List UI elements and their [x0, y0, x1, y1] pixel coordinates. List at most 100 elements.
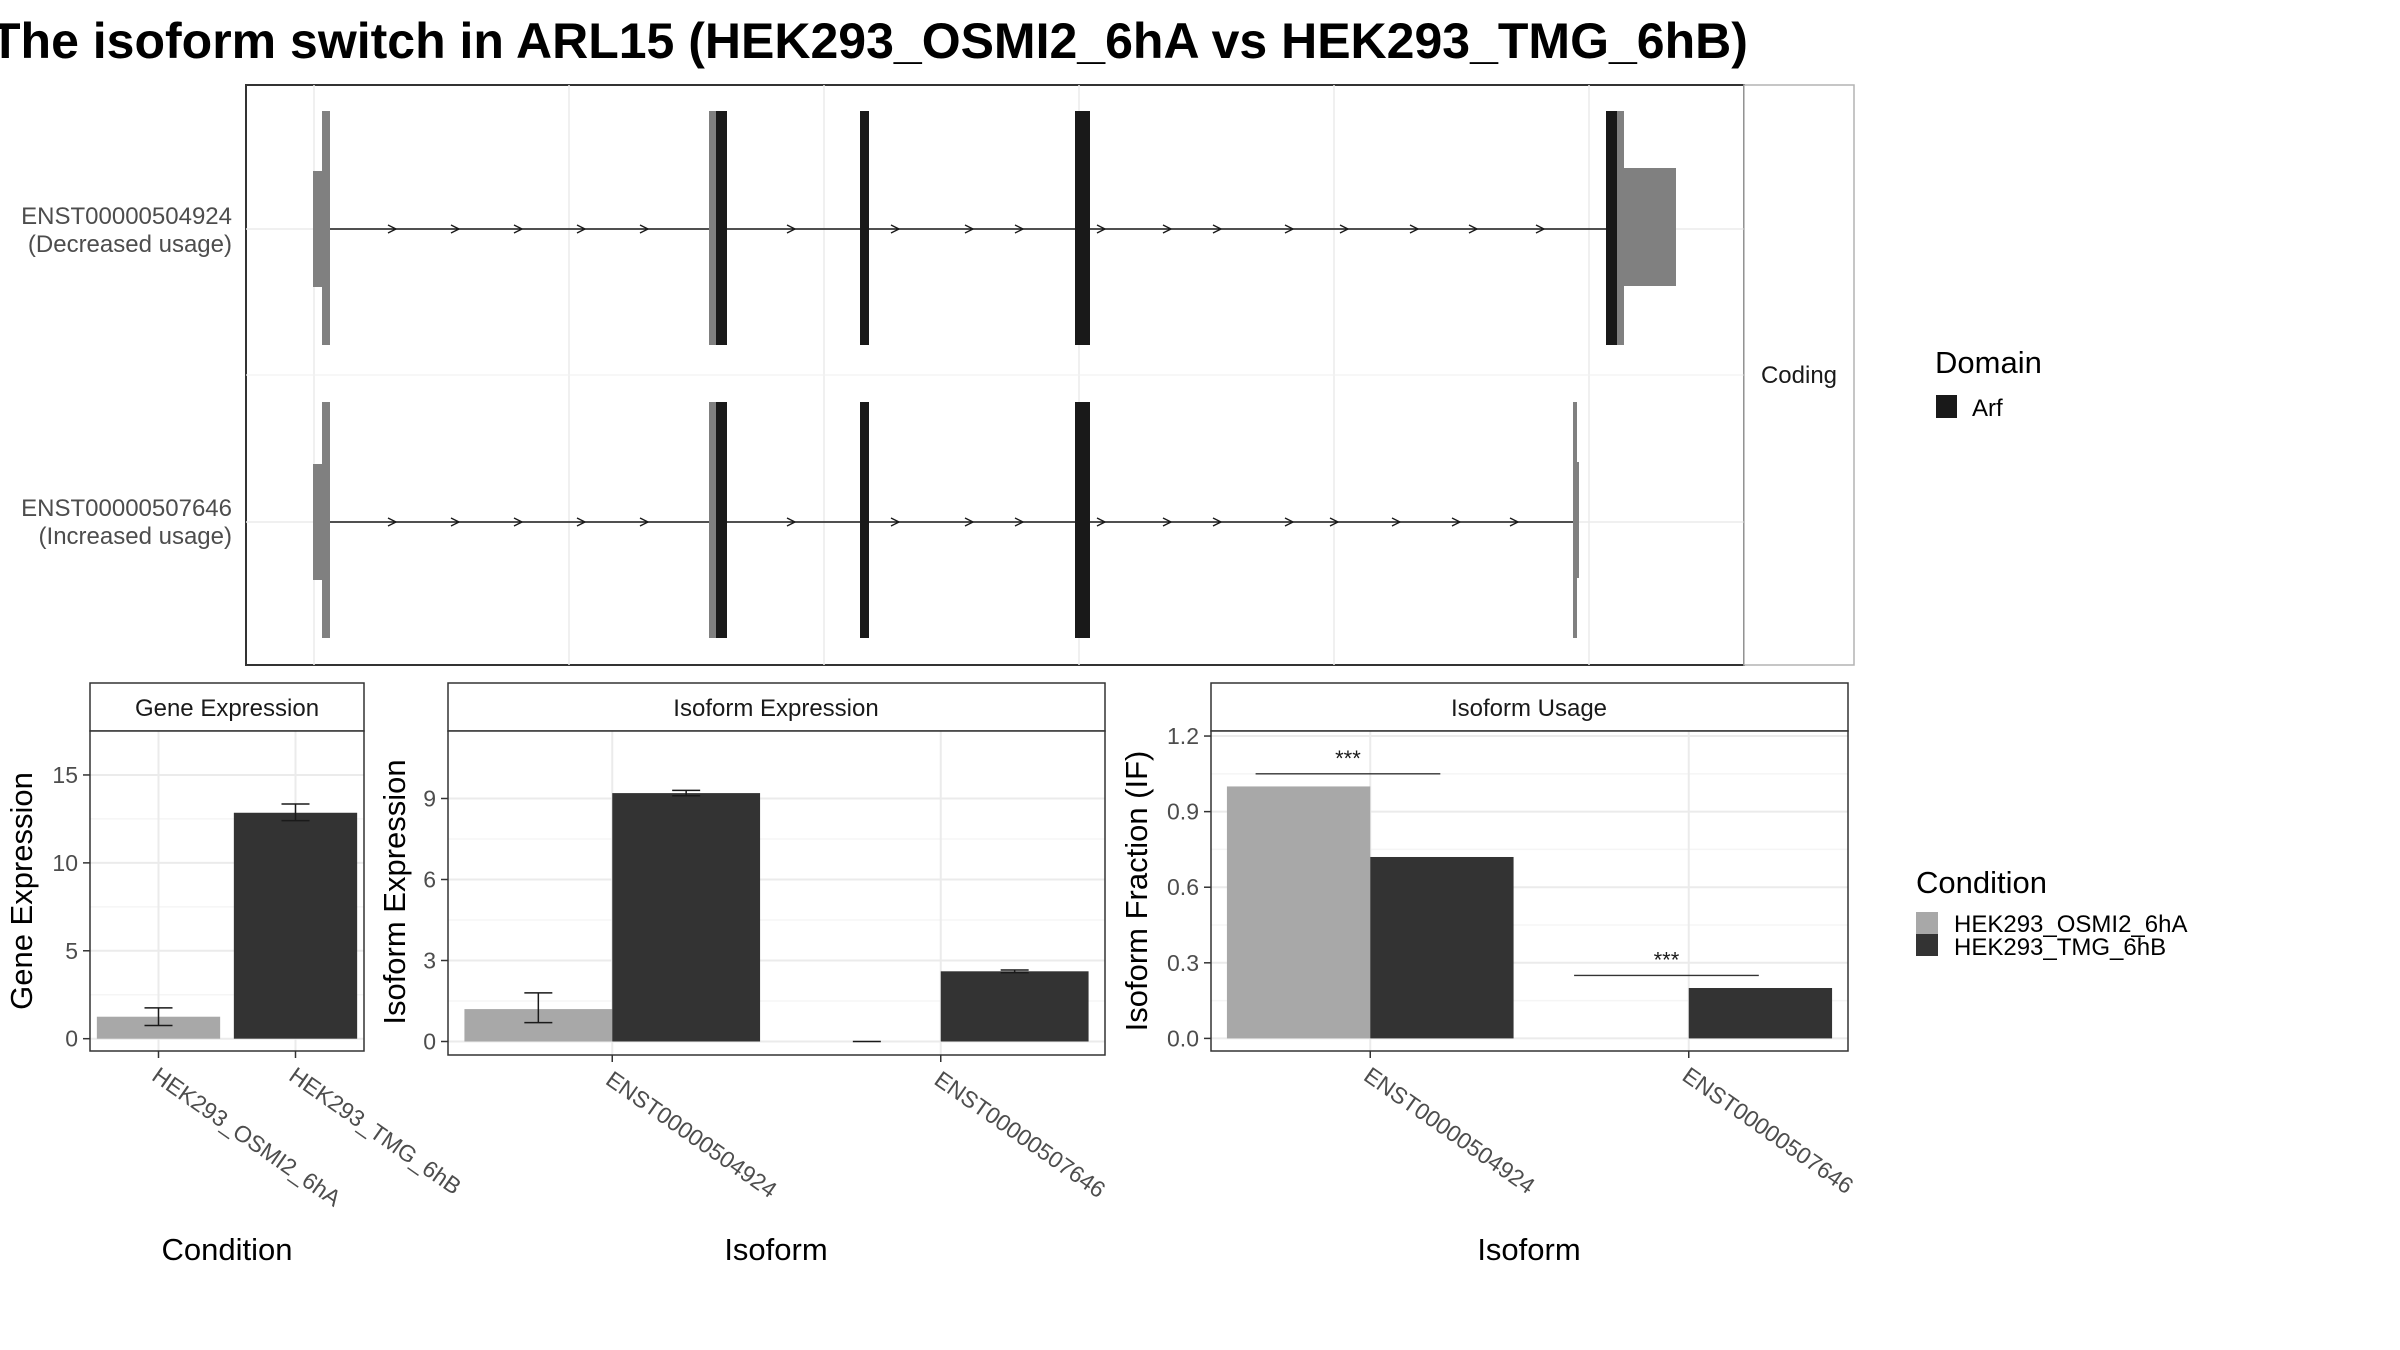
iu-x-tick-label-0: ENST00000504924	[1359, 1062, 1540, 1199]
ie-bar-0-1	[612, 793, 761, 1042]
transcript-1-exon2-cds	[709, 111, 717, 345]
transcript-2-exon2-cds	[709, 402, 717, 638]
transcript-label-1-usage: (Decreased usage)	[28, 231, 232, 258]
isoform-expression-y-title: Isoform Expression	[377, 759, 412, 1024]
transcript-2-direction-arrow-11	[1212, 517, 1223, 527]
condition-legend: Condition HEK293_OSMI2_6hA HEK293_TMG_6h…	[1916, 865, 2187, 961]
transcript-1-exon5-cds	[1617, 111, 1624, 345]
gene-expression-plot-border	[89, 730, 365, 1052]
transcript-1-direction-arrow-2	[513, 224, 524, 234]
isoform-usage-y-ticks: 0.0 0.3 0.6 0.9 1.2	[1167, 723, 1211, 1051]
transcript-label-2-usage: (Increased usage)	[39, 523, 232, 550]
ge-y-tick-label-1: 5	[65, 938, 78, 964]
isoform-usage-significance: *** ***	[1255, 746, 1759, 977]
transcript-2-exon5-utr	[1576, 462, 1579, 578]
transcript-1-direction-arrow-11	[1212, 224, 1223, 234]
iu-y-tick-label-3: 0.9	[1167, 799, 1199, 825]
ge-y-tick-label-2: 10	[52, 850, 78, 876]
condition-legend-label-a: HEK293_OSMI2_6hA	[1954, 911, 2187, 938]
ge-bar-1	[233, 812, 358, 1039]
figure-title: The isoform switch in ARL15 (HEK293_OSMI…	[0, 13, 1748, 69]
isoform-expression-strip-label: Isoform Expression	[673, 695, 878, 722]
condition-legend-title: Condition	[1916, 865, 2047, 900]
transcript-1-direction-arrow-0	[387, 224, 398, 234]
ge-bar-0	[96, 1016, 221, 1039]
transcript-1-exon1-cds	[322, 111, 330, 345]
condition-legend-swatch-a	[1916, 912, 1938, 934]
gene-expression-x-title: Condition	[162, 1232, 293, 1267]
condition-legend-label-b: HEK293_TMG_6hB	[1954, 934, 2166, 961]
domain-legend-swatch-arf	[1936, 395, 1957, 418]
transcript-2-direction-arrow-2	[513, 517, 524, 527]
transcript-1-exon1-utr	[313, 171, 323, 287]
transcript-1-direction-arrow-6	[890, 224, 901, 234]
transcript-1-direction-arrow-4	[639, 224, 650, 234]
isoform-expression-y-ticks: 0 3 6 9	[423, 786, 448, 1055]
transcript-1-exon3-arf-domain	[860, 111, 869, 345]
transcript-1-direction-arrow-5	[786, 224, 797, 234]
transcript-2-direction-arrow-16	[1509, 517, 1520, 527]
coding-facet-label: Coding	[1761, 362, 1837, 389]
isoform-expression-strip	[447, 682, 1106, 732]
isoform-expression-x-title: Isoform	[724, 1232, 827, 1267]
iu-y-tick-label-0: 0.0	[1167, 1025, 1199, 1051]
isoform-usage-plot-border	[1210, 730, 1849, 1052]
isoform-usage-bars	[1226, 786, 1833, 1039]
transcript-1-direction-arrow-1	[450, 224, 461, 234]
iu-bar-1-1	[1688, 988, 1833, 1039]
ie-y-tick-label-1: 3	[423, 948, 436, 974]
isoform-usage-strip	[1210, 682, 1849, 732]
transcript-1-direction-arrow-12	[1284, 224, 1295, 234]
isoform-usage-y-title: Isoform Fraction (IF)	[1119, 751, 1154, 1032]
transcript-2-direction-arrow-1	[450, 517, 461, 527]
transcript-1-direction-arrow-7	[964, 224, 975, 234]
domain-legend-title: Domain	[1935, 345, 2042, 380]
transcript-2-direction-arrow-0	[387, 517, 398, 527]
domain-legend: Domain Arf	[1935, 345, 2042, 422]
transcript-2-exon5-cds	[1573, 402, 1577, 638]
ge-y-tick-label-3: 15	[52, 762, 78, 788]
ie-x-tick-label-0: ENST00000504924	[601, 1066, 782, 1203]
transcript-1-direction-arrow-3	[576, 224, 587, 234]
iu-bar-0-1	[1370, 856, 1514, 1039]
iu-bar-0-0	[1226, 786, 1371, 1039]
transcript-2-direction-arrow-7	[964, 517, 975, 527]
transcript-1-exon5-arf-domain	[1606, 111, 1618, 345]
ie-x-tick-label-1: ENST00000507646	[930, 1066, 1110, 1203]
transcript-2-direction-arrow-15	[1451, 517, 1462, 527]
transcript-1-direction-arrow-13	[1339, 224, 1350, 234]
iu-y-tick-label-1: 0.3	[1167, 950, 1199, 976]
gene-expression-bars	[96, 803, 358, 1039]
transcript-2-direction-arrow-8	[1014, 517, 1025, 527]
isoform-expression-plot-border	[447, 730, 1106, 1056]
isoform-usage-panel: Isoform Usage *** *** 0.0 0.3 0.6 0.9 1.2 ENS…	[1119, 682, 1858, 1267]
transcript-1-exon5-utr	[1623, 168, 1676, 286]
transcript-label-1-id: ENST00000504924	[21, 203, 232, 230]
transcript-1-direction-arrow-16	[1535, 224, 1546, 234]
isoform-expression-x-ticks: ENST00000504924 ENST00000507646	[601, 1055, 1110, 1203]
transcript-1-exon4-arf-domain	[1075, 111, 1090, 345]
iu-y-tick-label-2: 0.6	[1167, 874, 1199, 900]
transcript-1-direction-arrow-15	[1468, 224, 1479, 234]
transcript-1-direction-arrow-9	[1096, 224, 1107, 234]
gene-expression-y-ticks: 0 5 10 15	[52, 762, 90, 1052]
transcript-1-direction-arrow-14	[1409, 224, 1420, 234]
iu-sig-label-0: ***	[1335, 746, 1361, 771]
transcript-2-direction-arrow-13	[1329, 517, 1340, 527]
transcript-2-direction-arrow-12	[1284, 517, 1295, 527]
transcript-2-exon1-cds	[322, 402, 330, 638]
transcript-2-direction-arrow-5	[786, 517, 797, 527]
gene-expression-y-title: Gene Expression	[4, 772, 39, 1010]
ie-y-tick-label-3: 9	[423, 786, 436, 812]
gene-expression-strip-label: Gene Expression	[135, 695, 319, 722]
ie-y-tick-label-2: 6	[423, 867, 436, 893]
transcript-tracks	[313, 111, 1676, 638]
transcript-1-direction-arrow-8	[1014, 224, 1025, 234]
transcript-2-exon3-arf-domain	[860, 402, 869, 638]
iu-y-tick-label-4: 1.2	[1167, 723, 1199, 749]
transcript-2-direction-arrow-3	[576, 517, 587, 527]
transcript-2-exon4-arf-domain	[1075, 402, 1090, 638]
